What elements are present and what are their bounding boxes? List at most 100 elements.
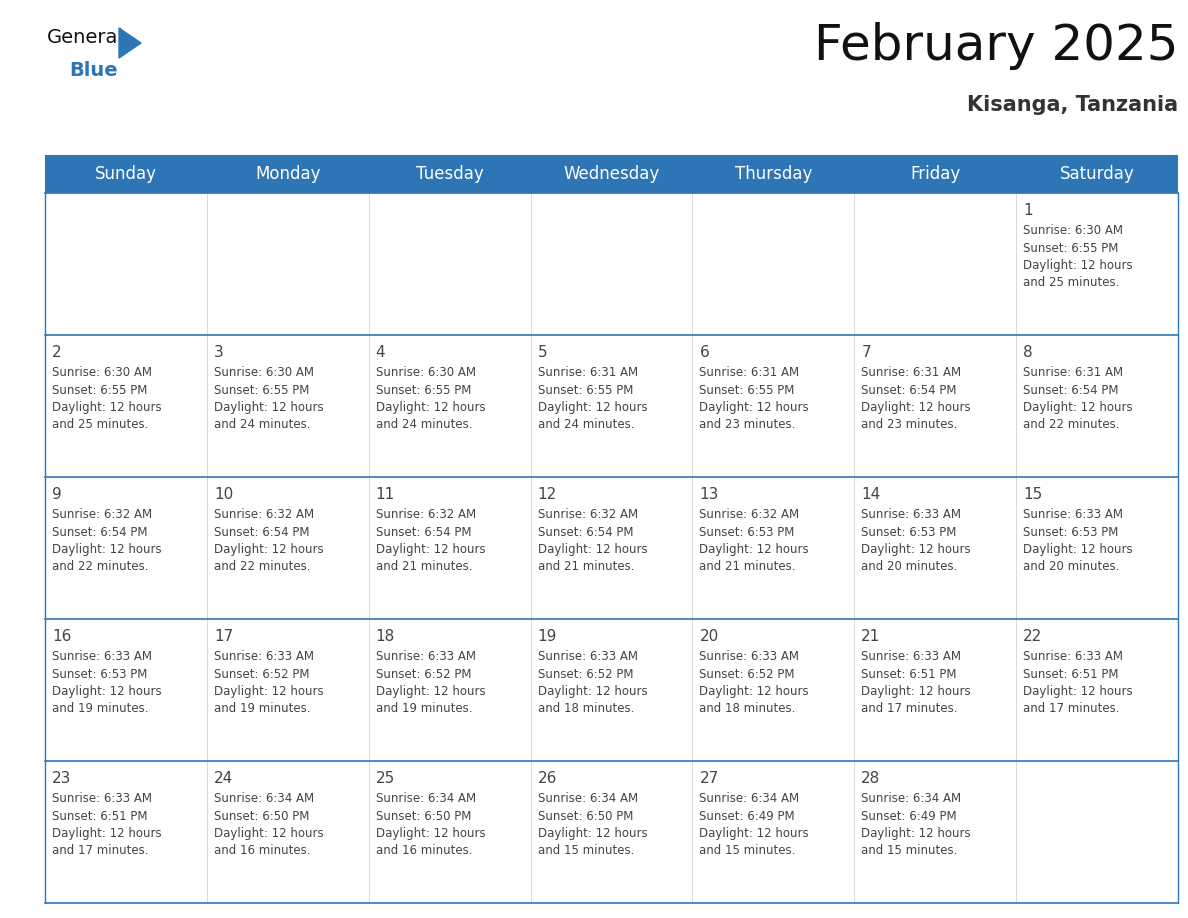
Text: 24: 24 (214, 771, 233, 786)
Text: Sunrise: 6:31 AM
Sunset: 6:55 PM
Daylight: 12 hours
and 24 minutes.: Sunrise: 6:31 AM Sunset: 6:55 PM Dayligh… (538, 366, 647, 431)
Text: 1: 1 (1023, 203, 1032, 218)
Bar (531, 761, 693, 903)
Bar (693, 155, 854, 193)
Text: 2: 2 (52, 345, 62, 360)
Bar (693, 193, 854, 335)
Text: Sunrise: 6:33 AM
Sunset: 6:51 PM
Daylight: 12 hours
and 17 minutes.: Sunrise: 6:33 AM Sunset: 6:51 PM Dayligh… (52, 792, 162, 857)
Text: Sunrise: 6:33 AM
Sunset: 6:52 PM
Daylight: 12 hours
and 18 minutes.: Sunrise: 6:33 AM Sunset: 6:52 PM Dayligh… (700, 650, 809, 715)
Text: 13: 13 (700, 487, 719, 502)
Text: 28: 28 (861, 771, 880, 786)
Text: 15: 15 (1023, 487, 1042, 502)
Bar (531, 193, 693, 335)
Bar (854, 619, 1016, 761)
Bar (531, 155, 693, 193)
Text: Tuesday: Tuesday (416, 165, 484, 183)
Bar (531, 335, 693, 477)
Text: Sunrise: 6:33 AM
Sunset: 6:52 PM
Daylight: 12 hours
and 19 minutes.: Sunrise: 6:33 AM Sunset: 6:52 PM Dayligh… (375, 650, 486, 715)
Bar (693, 477, 854, 619)
Bar (368, 619, 531, 761)
Bar (531, 477, 693, 619)
Text: 7: 7 (861, 345, 871, 360)
Bar (45, 477, 207, 619)
Text: 23: 23 (52, 771, 71, 786)
Bar (368, 477, 531, 619)
Text: Sunday: Sunday (95, 165, 157, 183)
Text: Sunrise: 6:33 AM
Sunset: 6:53 PM
Daylight: 12 hours
and 19 minutes.: Sunrise: 6:33 AM Sunset: 6:53 PM Dayligh… (52, 650, 162, 715)
Text: 17: 17 (214, 629, 233, 644)
Text: Sunrise: 6:30 AM
Sunset: 6:55 PM
Daylight: 12 hours
and 24 minutes.: Sunrise: 6:30 AM Sunset: 6:55 PM Dayligh… (375, 366, 486, 431)
Text: Thursday: Thursday (734, 165, 813, 183)
Bar (45, 619, 207, 761)
Text: Sunrise: 6:34 AM
Sunset: 6:49 PM
Daylight: 12 hours
and 15 minutes.: Sunrise: 6:34 AM Sunset: 6:49 PM Dayligh… (861, 792, 971, 857)
Text: Wednesday: Wednesday (563, 165, 659, 183)
Text: Monday: Monday (255, 165, 321, 183)
Text: General: General (48, 28, 124, 47)
Text: Sunrise: 6:32 AM
Sunset: 6:54 PM
Daylight: 12 hours
and 21 minutes.: Sunrise: 6:32 AM Sunset: 6:54 PM Dayligh… (375, 508, 486, 574)
Bar (854, 193, 1016, 335)
Text: 25: 25 (375, 771, 394, 786)
Bar (45, 155, 207, 193)
Text: 18: 18 (375, 629, 394, 644)
Bar (45, 193, 207, 335)
Bar (207, 193, 368, 335)
Text: 12: 12 (538, 487, 557, 502)
Text: 14: 14 (861, 487, 880, 502)
Text: February 2025: February 2025 (814, 22, 1178, 70)
Bar (207, 477, 368, 619)
Bar (1016, 335, 1178, 477)
Text: 21: 21 (861, 629, 880, 644)
Bar (1016, 761, 1178, 903)
Bar (207, 619, 368, 761)
Text: Sunrise: 6:30 AM
Sunset: 6:55 PM
Daylight: 12 hours
and 25 minutes.: Sunrise: 6:30 AM Sunset: 6:55 PM Dayligh… (52, 366, 162, 431)
Bar (693, 761, 854, 903)
Text: Sunrise: 6:31 AM
Sunset: 6:55 PM
Daylight: 12 hours
and 23 minutes.: Sunrise: 6:31 AM Sunset: 6:55 PM Dayligh… (700, 366, 809, 431)
Text: Sunrise: 6:33 AM
Sunset: 6:52 PM
Daylight: 12 hours
and 19 minutes.: Sunrise: 6:33 AM Sunset: 6:52 PM Dayligh… (214, 650, 323, 715)
Bar (45, 335, 207, 477)
Bar (207, 761, 368, 903)
Bar (368, 761, 531, 903)
Bar (1016, 477, 1178, 619)
Text: Friday: Friday (910, 165, 960, 183)
Text: Sunrise: 6:34 AM
Sunset: 6:50 PM
Daylight: 12 hours
and 15 minutes.: Sunrise: 6:34 AM Sunset: 6:50 PM Dayligh… (538, 792, 647, 857)
Bar (1016, 193, 1178, 335)
Text: 4: 4 (375, 345, 385, 360)
Text: Sunrise: 6:33 AM
Sunset: 6:52 PM
Daylight: 12 hours
and 18 minutes.: Sunrise: 6:33 AM Sunset: 6:52 PM Dayligh… (538, 650, 647, 715)
Text: 5: 5 (538, 345, 548, 360)
Text: 16: 16 (52, 629, 71, 644)
Bar (693, 335, 854, 477)
Text: 26: 26 (538, 771, 557, 786)
Bar (207, 155, 368, 193)
Text: 20: 20 (700, 629, 719, 644)
Bar (854, 761, 1016, 903)
Text: Sunrise: 6:31 AM
Sunset: 6:54 PM
Daylight: 12 hours
and 23 minutes.: Sunrise: 6:31 AM Sunset: 6:54 PM Dayligh… (861, 366, 971, 431)
Bar (693, 619, 854, 761)
Text: Sunrise: 6:34 AM
Sunset: 6:49 PM
Daylight: 12 hours
and 15 minutes.: Sunrise: 6:34 AM Sunset: 6:49 PM Dayligh… (700, 792, 809, 857)
Bar (368, 193, 531, 335)
Text: Sunrise: 6:32 AM
Sunset: 6:54 PM
Daylight: 12 hours
and 22 minutes.: Sunrise: 6:32 AM Sunset: 6:54 PM Dayligh… (214, 508, 323, 574)
Text: 22: 22 (1023, 629, 1042, 644)
Bar (368, 335, 531, 477)
Text: Saturday: Saturday (1060, 165, 1135, 183)
Bar (368, 155, 531, 193)
Text: 19: 19 (538, 629, 557, 644)
Text: 11: 11 (375, 487, 394, 502)
Text: Sunrise: 6:32 AM
Sunset: 6:53 PM
Daylight: 12 hours
and 21 minutes.: Sunrise: 6:32 AM Sunset: 6:53 PM Dayligh… (700, 508, 809, 574)
Bar (45, 761, 207, 903)
Text: Sunrise: 6:32 AM
Sunset: 6:54 PM
Daylight: 12 hours
and 21 minutes.: Sunrise: 6:32 AM Sunset: 6:54 PM Dayligh… (538, 508, 647, 574)
Text: Sunrise: 6:34 AM
Sunset: 6:50 PM
Daylight: 12 hours
and 16 minutes.: Sunrise: 6:34 AM Sunset: 6:50 PM Dayligh… (375, 792, 486, 857)
Bar (207, 335, 368, 477)
Text: Sunrise: 6:30 AM
Sunset: 6:55 PM
Daylight: 12 hours
and 24 minutes.: Sunrise: 6:30 AM Sunset: 6:55 PM Dayligh… (214, 366, 323, 431)
Text: Sunrise: 6:31 AM
Sunset: 6:54 PM
Daylight: 12 hours
and 22 minutes.: Sunrise: 6:31 AM Sunset: 6:54 PM Dayligh… (1023, 366, 1133, 431)
Text: 8: 8 (1023, 345, 1032, 360)
Text: Sunrise: 6:33 AM
Sunset: 6:51 PM
Daylight: 12 hours
and 17 minutes.: Sunrise: 6:33 AM Sunset: 6:51 PM Dayligh… (861, 650, 971, 715)
Text: 10: 10 (214, 487, 233, 502)
Text: Sunrise: 6:30 AM
Sunset: 6:55 PM
Daylight: 12 hours
and 25 minutes.: Sunrise: 6:30 AM Sunset: 6:55 PM Dayligh… (1023, 224, 1133, 289)
Bar (854, 335, 1016, 477)
Text: Sunrise: 6:32 AM
Sunset: 6:54 PM
Daylight: 12 hours
and 22 minutes.: Sunrise: 6:32 AM Sunset: 6:54 PM Dayligh… (52, 508, 162, 574)
Bar (531, 619, 693, 761)
Text: 3: 3 (214, 345, 223, 360)
Bar (854, 477, 1016, 619)
Text: Sunrise: 6:33 AM
Sunset: 6:51 PM
Daylight: 12 hours
and 17 minutes.: Sunrise: 6:33 AM Sunset: 6:51 PM Dayligh… (1023, 650, 1133, 715)
Text: Blue: Blue (69, 61, 118, 80)
Text: Kisanga, Tanzania: Kisanga, Tanzania (967, 95, 1178, 115)
